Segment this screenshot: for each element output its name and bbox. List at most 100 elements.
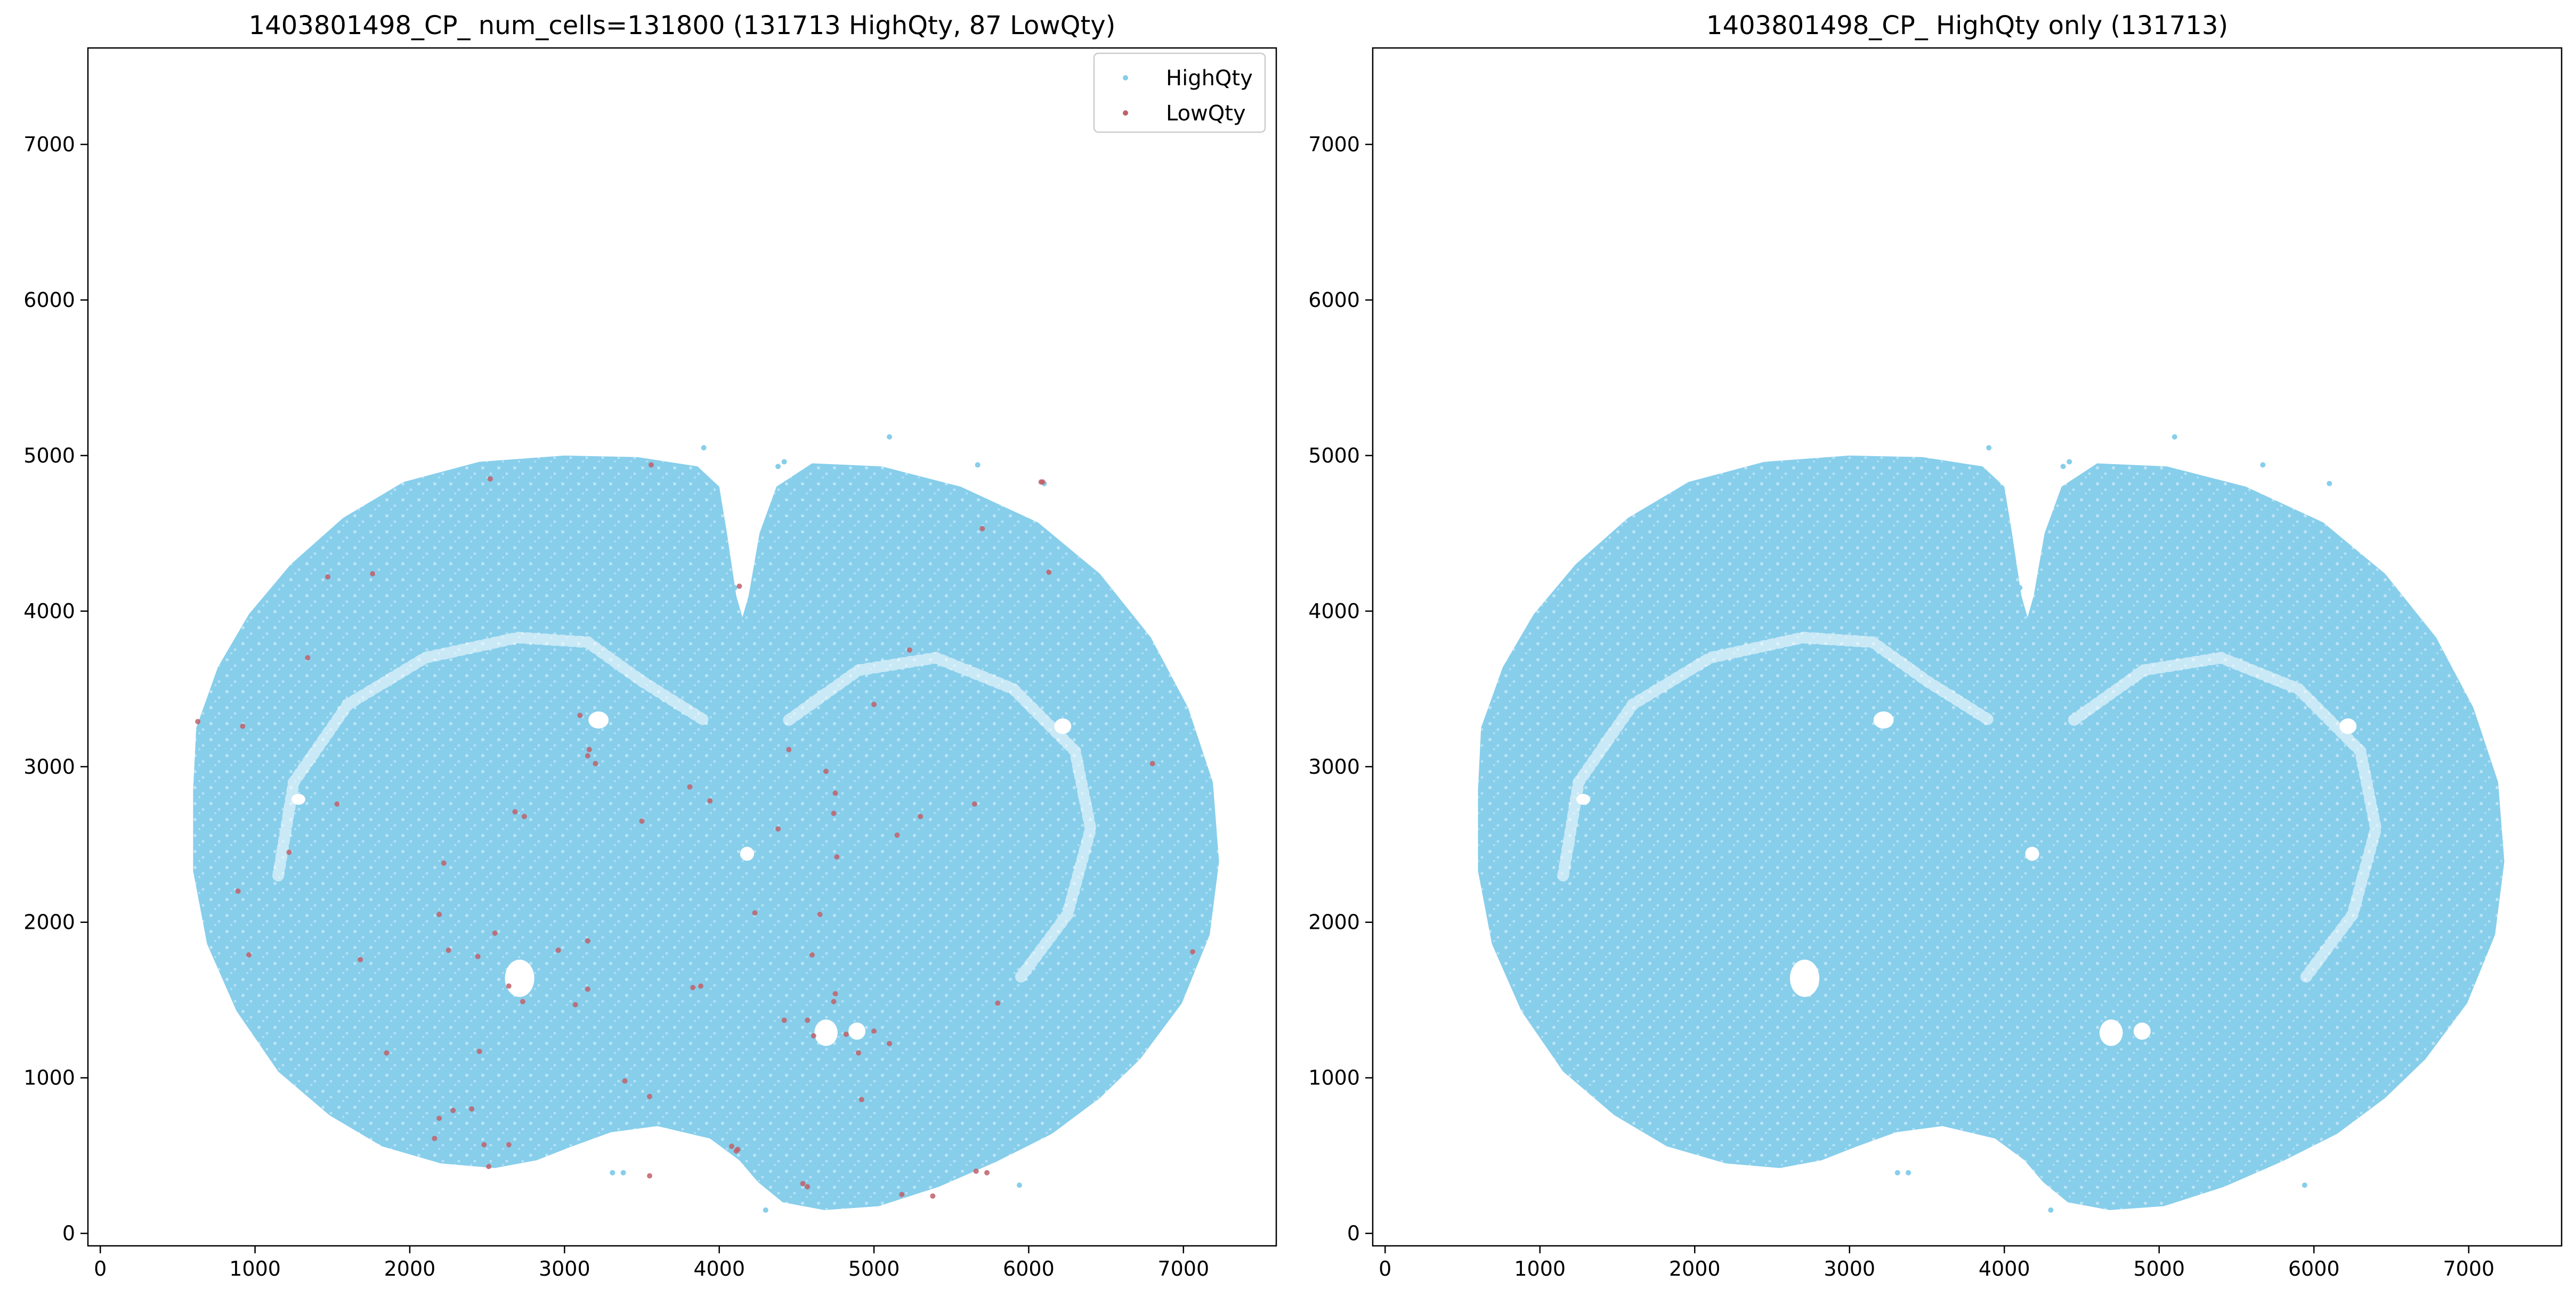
left-lowqty-point (831, 810, 837, 816)
left-lowqty-point (871, 702, 877, 708)
left-lowqty-point (834, 854, 840, 860)
right-x-tick-label: 0 (1379, 1257, 1391, 1280)
right-x-tick-label: 3000 (1824, 1257, 1875, 1280)
left-lowqty-point (586, 747, 592, 752)
left-axes-frame (87, 47, 1277, 1247)
left-panel: 1403801498_CP_ num_cells=131800 (131713 … (23, 11, 1277, 1280)
left-lowqty-point (973, 1168, 979, 1174)
legend: HighQty LowQty (1093, 52, 1266, 133)
right-x-tick-label: 1000 (1514, 1257, 1566, 1280)
left-lowqty-point (979, 526, 985, 532)
left-lowqty-point (585, 753, 590, 759)
right-highqty-point (1906, 1170, 1911, 1176)
left-lowqty-point (384, 1050, 390, 1056)
left-lowqty-point (506, 983, 512, 989)
right-cloud-gap (1576, 793, 1591, 805)
left-lowqty-point (486, 1164, 492, 1170)
legend-label-lowqty: LowQty (1166, 101, 1246, 126)
right-x-tick-label: 2000 (1669, 1257, 1721, 1280)
left-y-tick-label: 4000 (23, 599, 75, 623)
right-highqty-point (2172, 434, 2177, 440)
right-sparse-band (1557, 631, 1995, 882)
left-x-tick-label: 2000 (384, 1257, 436, 1280)
left-lowqty-point (235, 888, 241, 894)
left-lowqty-point (1046, 569, 1052, 575)
left-lowqty-point (240, 723, 246, 729)
left-lowqty-point (843, 1031, 849, 1037)
left-lowqty-point (469, 1106, 475, 1112)
right-highqty-point (2017, 585, 2023, 591)
left-highqty-point (781, 459, 787, 465)
left-highqty-point (775, 464, 781, 469)
left-lowqty-point (687, 784, 693, 790)
left-x-tick-label: 0 (94, 1257, 107, 1280)
right-cloud-gap (2099, 1019, 2123, 1046)
left-lowqty-point (832, 991, 838, 997)
left-lowqty-point (370, 571, 376, 577)
left-x-axis: 0 1000 2000 3000 4000 5000 6000 7000 (94, 1246, 1209, 1280)
left-lowqty-point (647, 1093, 653, 1099)
left-lowqty-point (487, 476, 493, 482)
right-highqty-point (2060, 464, 2066, 469)
left-lowqty-point (858, 1097, 864, 1103)
left-lowqty-point (305, 655, 311, 661)
right-y-tick-label: 5000 (1308, 444, 1360, 467)
right-y-tick-label: 7000 (1308, 133, 1360, 156)
left-lowqty-point (899, 1191, 905, 1197)
left-highqty-point (887, 434, 893, 440)
left-lowqty-point (781, 1017, 787, 1023)
left-y-tick-label: 6000 (23, 288, 75, 312)
right-plot-area (1478, 434, 2505, 1213)
left-highqty-texture (193, 455, 1219, 1210)
left-lowqty-point (894, 832, 900, 838)
right-highqty-point (2067, 459, 2072, 465)
right-chart-title: 1403801498_CP_ HighQty only (131713) (1706, 11, 2228, 40)
left-lowqty-point (1038, 479, 1044, 485)
right-highqty-point (2048, 1207, 2054, 1213)
left-sparse-band (272, 631, 710, 882)
left-highqty-point (610, 1170, 615, 1176)
left-lowqty-point (930, 1193, 936, 1199)
left-lowqty-point (512, 809, 518, 815)
left-lowqty-point (786, 747, 792, 752)
right-cloud-gap (2025, 847, 2039, 861)
left-y-tick-label: 7000 (23, 133, 75, 156)
left-lowqty-point (809, 952, 815, 958)
right-axes-frame (1372, 47, 2563, 1247)
left-lowqty-point (800, 1181, 806, 1187)
left-cloud-gap (588, 711, 609, 729)
right-x-tick-label: 5000 (2133, 1257, 2185, 1280)
left-lowqty-point (334, 801, 340, 807)
left-lowqty-point (823, 768, 829, 774)
left-lowqty-point (1149, 760, 1155, 766)
left-cloud-gap (814, 1019, 838, 1046)
left-lowqty-point (752, 910, 758, 916)
left-y-axis: 0 1000 2000 3000 4000 5000 6000 7000 (23, 133, 88, 1245)
left-lowqty-point (432, 1136, 438, 1141)
right-y-tick-label: 2000 (1308, 911, 1360, 934)
left-lowqty-point (622, 1078, 628, 1084)
left-lowqty-point (436, 1115, 442, 1121)
left-lowqty-point (246, 952, 252, 958)
left-lowqty-point (995, 1000, 1001, 1006)
left-lowqty-point (593, 760, 598, 766)
right-highqty-point (1986, 445, 1992, 451)
right-y-tick-label: 0 (1347, 1222, 1360, 1245)
left-lowqty-point (817, 912, 823, 918)
left-lowqty-point (572, 1002, 578, 1008)
right-highqty-cloud (1478, 434, 2505, 1213)
right-sparse-band (2068, 652, 2382, 983)
right-cloud-gap (2339, 718, 2357, 734)
left-lowqty-points (195, 462, 1196, 1199)
left-lowqty-point (475, 953, 481, 959)
left-lowqty-point (832, 790, 838, 796)
left-highqty-point (620, 1170, 626, 1176)
left-cloud-gap (740, 847, 755, 861)
left-lowqty-point (436, 912, 442, 918)
left-lowqty-point (775, 826, 781, 832)
left-lowqty-point (195, 719, 201, 725)
left-highqty-point (701, 445, 707, 451)
left-lowqty-point (918, 814, 924, 820)
left-lowqty-point (450, 1108, 456, 1114)
left-highqty-point (732, 585, 738, 591)
